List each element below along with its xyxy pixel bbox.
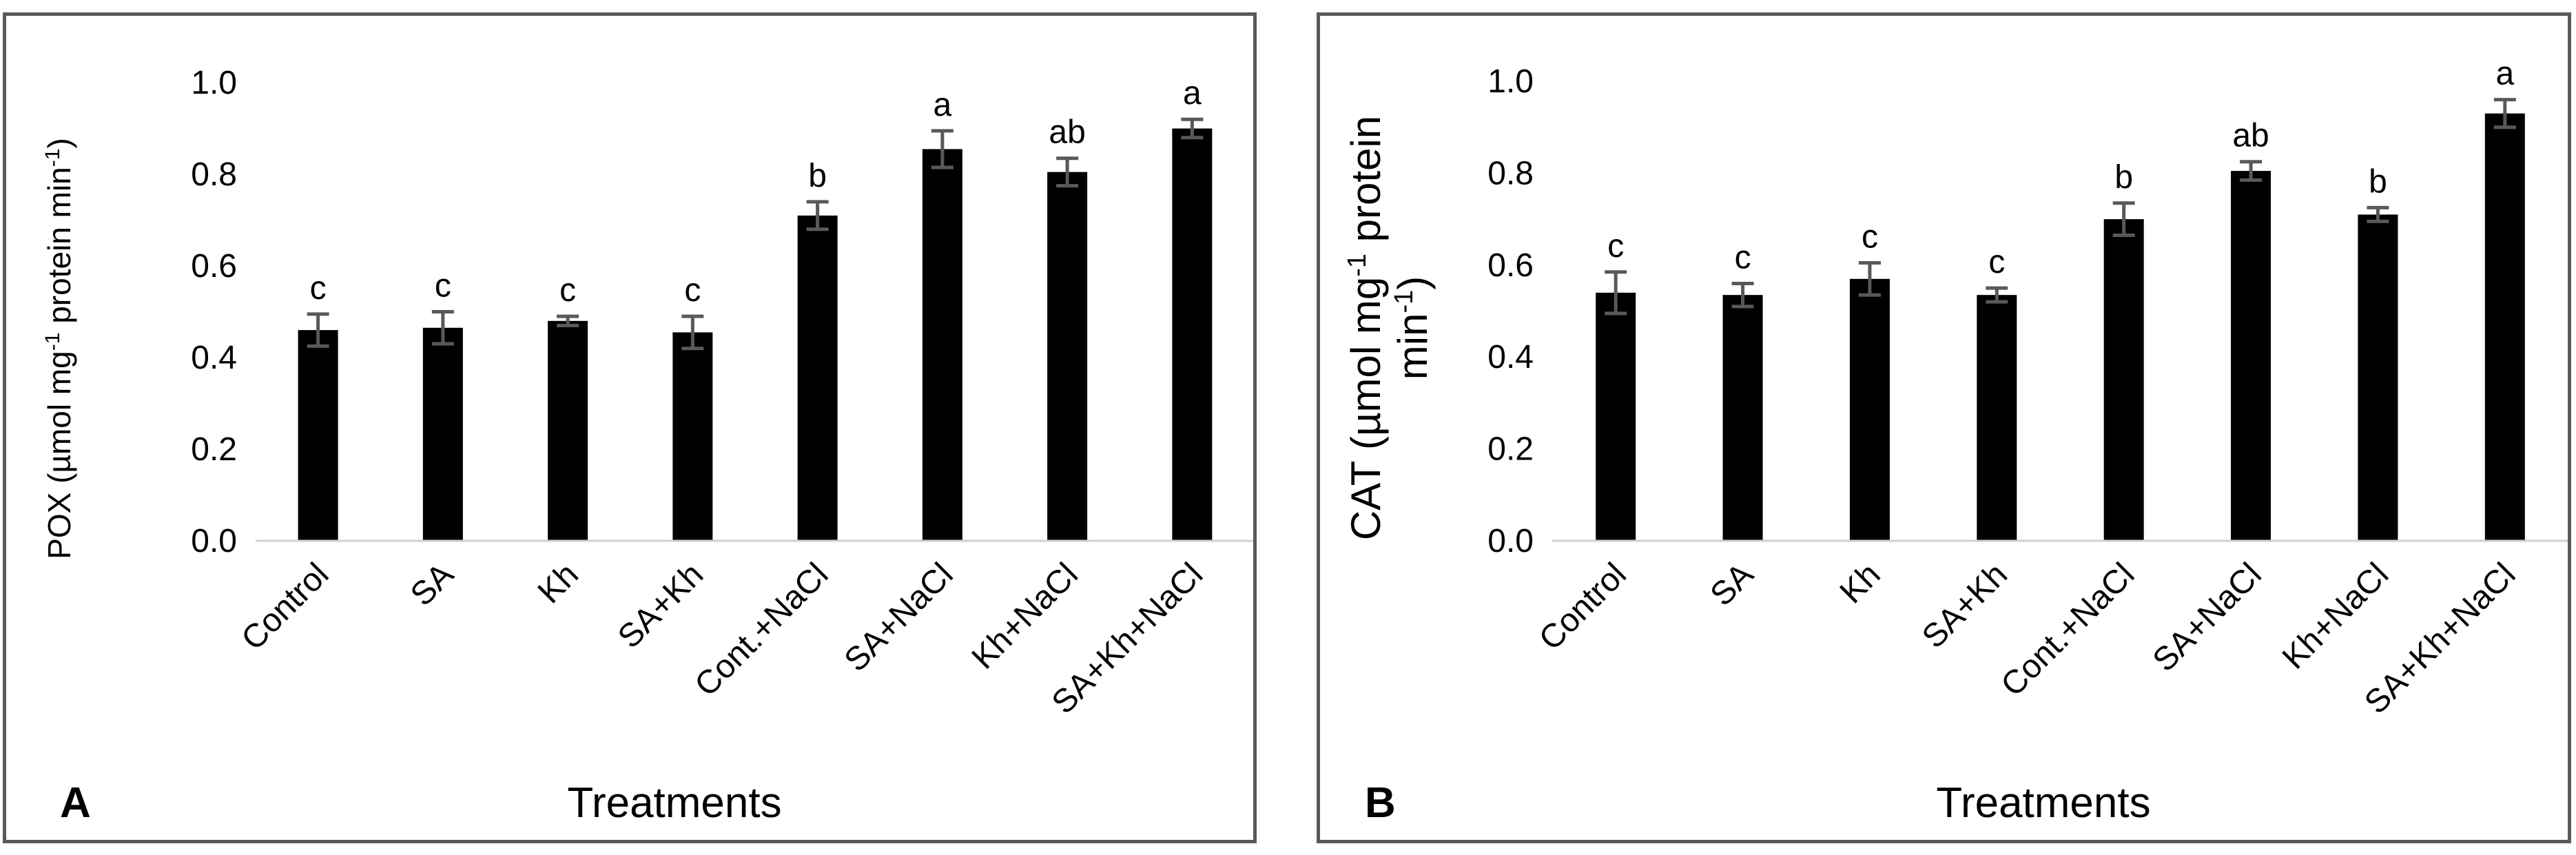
x-tick-label: Control	[1532, 556, 1634, 657]
y-tick-label: 1.0	[1487, 63, 1534, 100]
x-tick-label: SA+NaCl	[838, 556, 960, 679]
y-tick-label: 0.0	[1487, 523, 1534, 559]
significance-label: b	[808, 158, 827, 194]
x-tick-label: SA+Kh	[1915, 556, 2015, 655]
x-tick-label: Cont.+NaCl	[1995, 556, 2142, 703]
error-bar	[2367, 205, 2389, 223]
error-bar	[1731, 281, 1754, 309]
x-tick-label: SA	[404, 556, 461, 613]
bar-kh	[548, 320, 588, 541]
significance-label: ab	[1049, 114, 1085, 151]
x-tick-label: SA	[1704, 556, 1761, 613]
y-axis-title: POX (µmol mg-1 protein min-1)	[41, 138, 78, 559]
bar-control	[298, 330, 338, 541]
cat-bar-chart: c c c c b ab b a 0.0 0.2 0.4 0.6 0.8 1.0 Control SA Kh…	[1343, 56, 2568, 827]
significance-label: ab	[2232, 118, 2269, 154]
bar-sa-kh-nacl	[2484, 113, 2525, 541]
y-tick-label: 1.0	[191, 65, 237, 101]
error-bar	[2493, 98, 2516, 130]
x-tick-label: SA+NaCl	[2146, 556, 2269, 679]
significance-label: a	[1183, 75, 1202, 112]
significance-label: c	[310, 270, 327, 307]
error-bar	[2112, 201, 2135, 237]
significance-label: c	[1862, 218, 1878, 255]
bar-sa-kh	[1977, 295, 2017, 541]
significance-label: c	[1735, 239, 1751, 276]
error-bar	[431, 310, 454, 346]
y-tick-label: 0.2	[1487, 431, 1534, 468]
y-axis-title-line2: min-1)	[1390, 276, 1436, 380]
x-axis-title: Treatments	[567, 779, 781, 827]
bar-sa-kh-nacl	[1172, 128, 1213, 541]
significance-label: b	[2369, 163, 2387, 200]
error-bar	[1986, 286, 2008, 304]
x-axis-title: Treatments	[1936, 779, 2150, 827]
x-tick-label: Kh+NaCl	[965, 556, 1085, 676]
x-tick-label: Cont.+NaCl	[688, 556, 836, 703]
pox-bar-chart: c c c c b a ab a 0.0 0.2 0.4 0.6 0.8 1.0 Control SA Kh…	[41, 65, 1253, 827]
error-bar	[681, 314, 704, 351]
y-tick-label: 0.4	[191, 340, 237, 376]
significance-label: c	[435, 268, 451, 305]
panel-letter: A	[60, 779, 91, 827]
error-bar	[1056, 156, 1079, 188]
significance-label: a	[2495, 56, 2514, 92]
x-tick-label: Control	[235, 556, 336, 657]
bar-control	[1596, 292, 1636, 541]
significance-label: c	[1988, 244, 2005, 280]
y-tick-label: 0.4	[1487, 339, 1534, 375]
bar-kh-nacl	[2358, 214, 2398, 541]
x-tick-label: Kh	[531, 556, 586, 610]
y-tick-label: 0.6	[191, 248, 237, 285]
significance-label: a	[934, 87, 952, 123]
bar-sa-kh	[672, 332, 713, 541]
y-tick-label: 0.6	[1487, 247, 1534, 284]
error-bar	[2240, 160, 2263, 182]
x-tick-label: Kh	[1833, 556, 1888, 610]
y-tick-label: 0.2	[191, 431, 237, 468]
error-bar	[307, 312, 329, 348]
chart-panel-a: c c c c b a ab a 0.0 0.2 0.4 0.6 0.8 1.0 Control SA Kh…	[3, 12, 1257, 843]
panel-letter: B	[1365, 779, 1396, 827]
bar-sa-nacl	[2231, 171, 2271, 541]
error-bar	[557, 314, 579, 327]
bar-cont-nacl	[2103, 219, 2144, 541]
y-tick-label: 0.0	[191, 523, 237, 559]
bar-sa	[1722, 295, 1763, 541]
significance-label: c	[559, 272, 576, 309]
error-bar	[806, 200, 829, 231]
chart-panel-b: c c c c b ab b a 0.0 0.2 0.4 0.6 0.8 1.0 Control SA Kh…	[1317, 12, 2571, 843]
bar-kh	[1849, 278, 1890, 541]
bar-sa	[422, 327, 463, 541]
bar-sa-nacl	[922, 149, 962, 542]
error-bar	[1858, 260, 1881, 297]
y-tick-label: 0.8	[1487, 155, 1534, 192]
y-tick-label: 0.8	[191, 156, 237, 193]
significance-label: b	[2114, 159, 2133, 196]
x-tick-label: SA+Kh	[611, 556, 710, 655]
error-bar	[931, 129, 954, 169]
x-tick-label: Kh+NaCl	[2276, 556, 2395, 676]
error-bar	[1605, 270, 1627, 316]
y-axis-title: CAT (µmol mg-1 protein	[1343, 116, 1389, 540]
bar-kh-nacl	[1047, 172, 1088, 542]
significance-label: c	[684, 272, 701, 309]
bar-cont-nacl	[797, 215, 838, 541]
significance-label: c	[1607, 228, 1624, 265]
error-bar	[1181, 117, 1204, 140]
